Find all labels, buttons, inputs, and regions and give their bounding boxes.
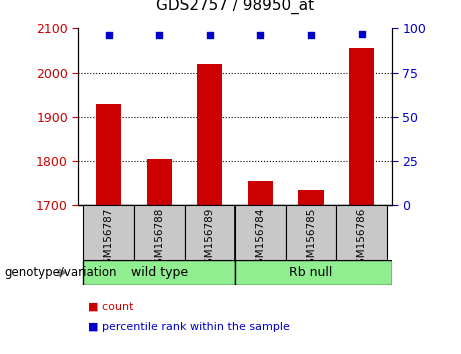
Point bbox=[105, 33, 112, 38]
Bar bbox=[336, 205, 387, 260]
Bar bbox=[248, 181, 273, 205]
Bar bbox=[184, 205, 235, 260]
Point bbox=[257, 33, 264, 38]
Text: GSM156785: GSM156785 bbox=[306, 208, 316, 272]
Bar bbox=[286, 205, 336, 260]
Bar bbox=[83, 205, 134, 260]
Point bbox=[307, 33, 315, 38]
Text: ■ count: ■ count bbox=[88, 301, 133, 311]
Text: GSM156784: GSM156784 bbox=[255, 208, 266, 272]
Text: GSM156788: GSM156788 bbox=[154, 208, 164, 272]
Text: GSM156789: GSM156789 bbox=[205, 208, 215, 272]
Text: Rb null: Rb null bbox=[289, 266, 333, 279]
Bar bbox=[134, 205, 184, 260]
Point bbox=[155, 33, 163, 38]
Bar bbox=[298, 190, 324, 205]
Text: ■ percentile rank within the sample: ■ percentile rank within the sample bbox=[88, 322, 290, 332]
Bar bbox=[83, 260, 235, 285]
Point bbox=[206, 33, 213, 38]
Point bbox=[358, 31, 365, 36]
Text: GSM156787: GSM156787 bbox=[104, 208, 114, 272]
Text: wild type: wild type bbox=[131, 266, 188, 279]
Bar bbox=[96, 104, 121, 205]
Text: GSM156786: GSM156786 bbox=[356, 208, 366, 272]
Text: genotype/variation: genotype/variation bbox=[5, 266, 117, 279]
Bar bbox=[349, 48, 374, 205]
Bar bbox=[147, 159, 172, 205]
Bar bbox=[197, 64, 223, 205]
Bar bbox=[235, 205, 286, 260]
Text: GDS2757 / 98950_at: GDS2757 / 98950_at bbox=[156, 0, 314, 14]
Bar bbox=[235, 260, 392, 285]
